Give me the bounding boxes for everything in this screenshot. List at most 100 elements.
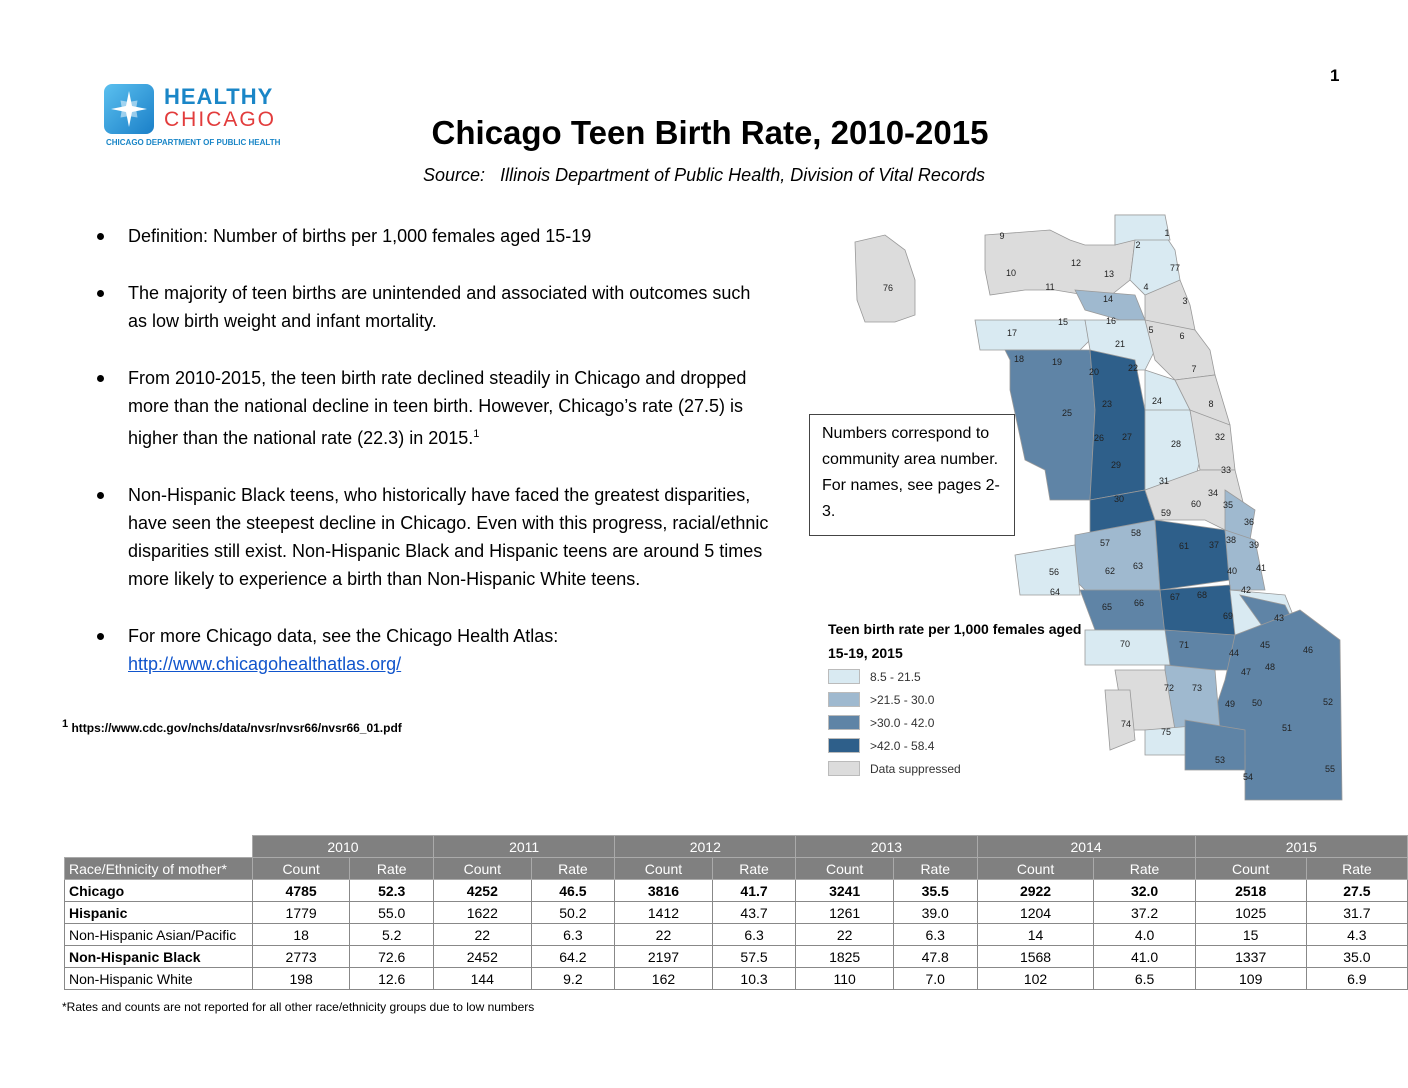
legend-label: >21.5 - 30.0 [870,692,935,707]
logo-text-healthy: HEALTHY [164,84,274,109]
table-cell: 2452 [433,945,532,968]
legend-title: Teen birth rate per 1,000 females aged 1… [828,621,1082,661]
bullet-disparities: Non-Hispanic Black teens, who historical… [90,481,770,593]
community-area-label: 72 [1164,683,1174,693]
community-area-label: 20 [1089,367,1099,377]
table-cell: 144 [433,967,532,990]
table-cell: 3816 [614,879,713,902]
count-header: Count [251,857,351,880]
health-atlas-link[interactable]: http://www.chicagohealthatlas.org/ [128,654,402,674]
community-area-label: 19 [1052,357,1062,367]
community-area-label: 11 [1045,282,1054,292]
count-header: Count [1194,857,1307,880]
rate-header: Rate [1093,857,1196,880]
community-area-label: 43 [1274,613,1284,623]
source-line: Source: Illinois Department of Public He… [0,165,1408,186]
community-area-label: 10 [1006,268,1016,278]
table-cell: 1025 [1194,901,1307,924]
bullet-more-data: For more Chicago data, see the Chicago H… [90,622,770,678]
row-header: Race/Ethnicity of mother* [64,857,253,880]
legend-item: 8.5 - 21.5 [828,665,1098,688]
community-area-label: 44 [1229,648,1239,658]
legend-swatch [828,715,860,730]
legend-label: >42.0 - 58.4 [870,738,935,753]
source-text: Illinois Department of Public Health, Di… [500,165,985,185]
community-area-label: 17 [1007,328,1017,338]
community-area-label: 15 [1058,317,1068,327]
table-cell: 1779 [251,901,351,924]
table-cell: 2773 [251,945,351,968]
table-cell: 110 [795,967,894,990]
year-header: 2015 [1194,835,1408,858]
community-area-label: 23 [1102,399,1112,409]
rate-header: Rate [349,857,435,880]
community-area-label: 18 [1014,354,1024,364]
count-header: Count [433,857,532,880]
community-area-label: 7 [1191,364,1196,374]
community-area-label: 40 [1227,566,1237,576]
legend-item: >30.0 - 42.0 [828,711,1098,734]
community-area-label: 61 [1179,541,1189,551]
table-cell: 2197 [614,945,713,968]
community-area-label: 70 [1120,639,1130,649]
community-area-label: 71 [1179,640,1189,650]
legend-label: 8.5 - 21.5 [870,669,921,684]
community-area-label: 31 [1159,476,1169,486]
table-cell: 6.3 [711,923,797,946]
footnote-ref: 1 [473,428,480,440]
table-cell: 5.2 [349,923,435,946]
table-cell: 1204 [976,901,1095,924]
community-area-label: 77 [1170,263,1180,273]
community-area-label: 69 [1223,611,1233,621]
table-row: Non-Hispanic Asian/Pacific 18 5.2 22 6.3 22 6.… [64,923,1408,946]
table-cell: 1412 [614,901,713,924]
table-cell: 1261 [795,901,894,924]
map-legend: Teen birth rate per 1,000 females aged 1… [828,617,1098,780]
table-cell: 2518 [1194,879,1307,902]
community-area-label: 34 [1208,488,1218,498]
table-cell: 41.7 [711,879,797,902]
legend-item: Data suppressed [828,757,1098,780]
year-header: 2013 [795,835,978,858]
table-cell: 102 [976,967,1095,990]
community-area-label: 76 [883,283,893,293]
table-cell: 50.2 [530,901,616,924]
year-header: 2011 [433,835,616,858]
community-area-label: 65 [1102,602,1112,612]
table-cell: 32.0 [1093,879,1196,902]
table-row: Chicago 4785 52.3 4252 46.5 3816 41.7 3241 35.5 2… [64,879,1408,902]
legend-item: >42.0 - 58.4 [828,734,1098,757]
row-label: Non-Hispanic Black [64,945,253,968]
bullet-definition: Definition: Number of births per 1,000 f… [90,222,770,250]
rate-header: Rate [711,857,797,880]
table-cell: 35.5 [892,879,978,902]
community-area-label: 57 [1100,538,1110,548]
table-cell: 162 [614,967,713,990]
year-header: 2014 [976,835,1196,858]
community-area-label: 39 [1249,540,1259,550]
table-cell: 6.3 [892,923,978,946]
community-area-label: 5 [1148,325,1153,335]
community-area-label: 55 [1325,764,1335,774]
community-area-label: 54 [1243,772,1253,782]
row-label: Non-Hispanic Asian/Pacific [64,923,253,946]
footnote-cdc: 1 https://www.cdc.gov/nchs/data/nvsr/nvs… [62,718,402,735]
table-cell: 22 [795,923,894,946]
legend-label: Data suppressed [870,761,961,776]
row-label: Hispanic [64,901,253,924]
table-cell: 57.5 [711,945,797,968]
community-area-label: 66 [1134,598,1144,608]
community-area-label: 74 [1121,719,1131,729]
community-area-label: 4 [1143,282,1148,292]
table-cell: 43.7 [711,901,797,924]
table-cell: 35.0 [1305,945,1408,968]
legend-item: >21.5 - 30.0 [828,688,1098,711]
table-cell: 2922 [976,879,1095,902]
table-cell: 3241 [795,879,894,902]
community-area-label: 47 [1241,667,1251,677]
bullet-list: Definition: Number of births per 1,000 f… [90,222,770,707]
community-area-label: 50 [1252,698,1262,708]
table-cell: 10.3 [711,967,797,990]
table-cell: 1622 [433,901,532,924]
bullet-unintended: The majority of teen births are unintend… [90,279,770,335]
